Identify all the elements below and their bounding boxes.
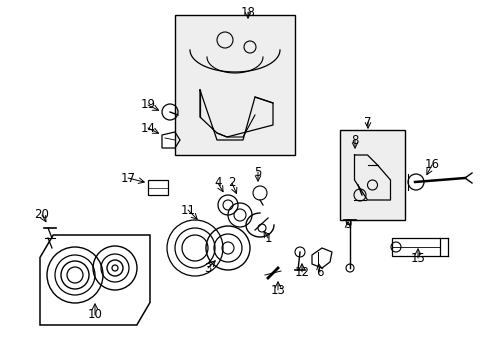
Text: 13: 13 (270, 284, 285, 297)
Text: 9: 9 (344, 219, 351, 231)
Text: 4: 4 (214, 176, 221, 189)
Bar (148, 180, 168, 195)
Text: 3: 3 (204, 261, 211, 274)
Text: 10: 10 (87, 309, 102, 321)
Text: 8: 8 (350, 134, 358, 147)
Text: 14: 14 (140, 122, 155, 135)
Text: 20: 20 (35, 208, 49, 221)
Text: 12: 12 (294, 266, 309, 279)
Text: 19: 19 (140, 99, 155, 112)
Text: 17: 17 (120, 171, 135, 184)
Text: 7: 7 (364, 116, 371, 129)
Bar (175, 15, 294, 155)
Text: 16: 16 (424, 158, 439, 171)
Text: 5: 5 (254, 166, 261, 179)
Text: 6: 6 (316, 266, 323, 279)
Text: 2: 2 (228, 176, 235, 189)
Bar (391, 238, 439, 256)
Text: 1: 1 (264, 231, 271, 244)
Text: 11: 11 (180, 203, 195, 216)
Text: 18: 18 (240, 5, 255, 18)
Bar (339, 130, 404, 220)
Text: 15: 15 (410, 252, 425, 265)
